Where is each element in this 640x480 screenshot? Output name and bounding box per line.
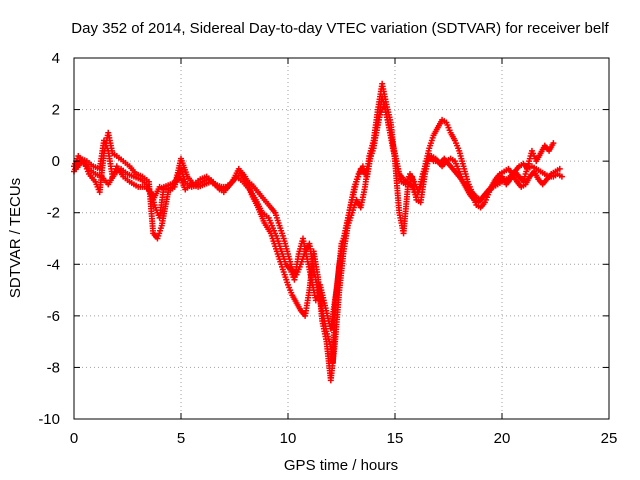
data-point — [556, 165, 563, 172]
x-tick-label: 20 — [494, 430, 511, 447]
y-tick-label: -8 — [47, 359, 60, 376]
data-point — [550, 140, 557, 147]
data-point — [558, 173, 565, 180]
series-track-a — [71, 93, 565, 366]
x-tick-label: 15 — [387, 430, 404, 447]
x-tick-label: 25 — [601, 430, 618, 447]
chart-title: Day 352 of 2014, Sidereal Day-to-day VTE… — [71, 20, 609, 37]
y-tick-label: -2 — [47, 205, 60, 222]
x-tick-label: 10 — [280, 430, 297, 447]
axis-ticks — [73, 57, 610, 420]
y-tick-label: -4 — [47, 256, 60, 273]
y-tick-label: -10 — [38, 411, 60, 428]
x-tick-labels: 0 5 10 15 20 25 — [70, 430, 618, 447]
grid — [74, 58, 609, 419]
y-tick-labels: -10 -8 -6 -4 -2 0 2 4 — [38, 50, 60, 428]
x-axis-label: GPS time / hours — [284, 457, 398, 474]
y-tick-label: -6 — [47, 308, 60, 325]
x-tick-label: 0 — [70, 430, 78, 447]
series-track-b — [71, 80, 557, 384]
data-series — [71, 80, 565, 384]
y-tick-label: 0 — [52, 153, 60, 170]
plot-frame — [73, 57, 610, 420]
y-tick-label: 4 — [52, 50, 60, 67]
x-tick-label: 5 — [177, 430, 185, 447]
y-tick-label: 2 — [52, 102, 60, 119]
series-track-c — [73, 101, 563, 332]
y-axis-label: SDTVAR / TECUs — [7, 178, 24, 298]
